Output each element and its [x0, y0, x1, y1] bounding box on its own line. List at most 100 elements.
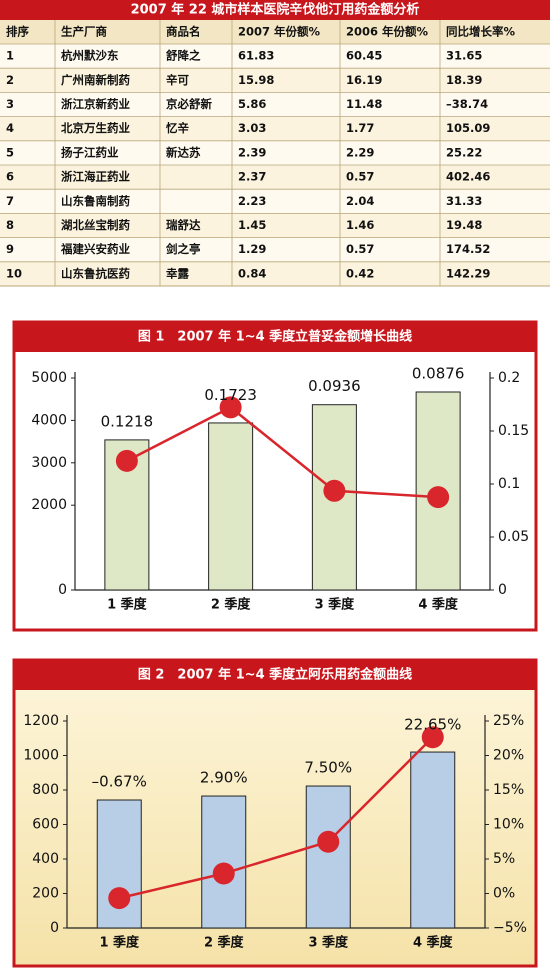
table-cell: 2 [6, 73, 14, 87]
table-cell: 5 [6, 145, 14, 159]
line-point [219, 396, 242, 419]
table-cell: 瑞舒达 [166, 218, 201, 232]
table-cell: 0.84 [238, 266, 266, 280]
table-cell: 福建兴安药业 [60, 242, 130, 256]
table-cell: 舒降之 [166, 49, 201, 63]
x-tick-label: 4 季度 [413, 935, 454, 951]
y2-tick-label: 10% [493, 817, 524, 833]
y2-tick-label: −5% [493, 920, 527, 936]
line-point [317, 830, 340, 853]
bar [208, 422, 254, 591]
data-label: 0.0876 [412, 364, 465, 382]
table-header-cell: 2006 年份额% [346, 25, 429, 39]
table-cell: 5.86 [238, 97, 266, 111]
y2-tick-label: 0 [498, 582, 507, 598]
chart-title: 图 2 2007 年 1~4 季度立阿乐用药金额曲线 [138, 667, 412, 683]
data-label: 0.1218 [101, 412, 154, 430]
table-cell: 4 [6, 121, 14, 135]
table-header-bg [0, 20, 550, 44]
table-cell: 7 [6, 194, 14, 208]
y2-tick-label: 20% [493, 748, 524, 764]
table-cell: 16.19 [346, 73, 382, 87]
table-cell: 174.52 [446, 242, 490, 256]
table-cell: 山东鲁抗医药 [61, 266, 130, 280]
table-cell: –38.74 [446, 97, 488, 111]
line-point [115, 449, 138, 472]
table-cell: 2.29 [346, 145, 374, 159]
y-tick-label: 600 [32, 817, 59, 833]
table-cell: 京必舒新 [166, 97, 212, 111]
x-tick-label: 1 季度 [107, 597, 148, 613]
y2-tick-label: 0% [493, 886, 515, 902]
table-cell: 402.46 [446, 170, 490, 184]
table-cell: 11.48 [346, 97, 382, 111]
table-header-cell: 生产厂商 [61, 25, 107, 39]
table-cell: 杭州默沙东 [61, 49, 119, 63]
y2-tick-label: 25% [493, 713, 524, 729]
data-label: 0.0936 [308, 377, 361, 395]
table-cell: 31.33 [446, 194, 482, 208]
data-label: 0.1723 [204, 386, 257, 404]
table-cell: 剑之亭 [165, 242, 201, 256]
table-cell: 忆辛 [166, 121, 189, 135]
x-tick-label: 3 季度 [308, 935, 349, 951]
table-cell: 8 [6, 218, 14, 232]
y-tick-label: 1200 [23, 713, 59, 729]
table-row-bg [0, 213, 550, 238]
table-header-cell: 2007 年份额% [238, 25, 321, 39]
table-cell: 3.03 [238, 121, 266, 135]
table-cell: 湖北丝宝制药 [61, 218, 130, 232]
table-cell: 浙江海正药业 [61, 170, 130, 184]
y-tick-label: 400 [32, 851, 59, 867]
y-tick-label: 5000 [31, 370, 67, 386]
table-cell: 山东鲁南制药 [61, 194, 130, 208]
table-row-bg [0, 116, 550, 141]
line [118, 736, 434, 900]
table-cell: 1.29 [238, 242, 266, 256]
table-cell: 0.42 [346, 266, 374, 280]
data-label: 7.50% [304, 759, 352, 777]
table-cell: 广州南新制药 [61, 73, 130, 87]
table-cell: 2.04 [346, 194, 374, 208]
table-cell: 2.37 [238, 170, 266, 184]
table-row-bg [0, 237, 550, 262]
line-point [212, 862, 235, 885]
y-tick-label: 0 [58, 582, 67, 598]
x-tick-label: 1 季度 [99, 935, 140, 951]
y2-tick-label: 0.1 [498, 476, 520, 492]
table-cell: 142.29 [446, 266, 490, 280]
table-cell: 0.57 [346, 170, 374, 184]
table-row-bg [0, 140, 550, 165]
table-cell: 105.09 [446, 121, 490, 135]
table-row-bg [0, 189, 550, 214]
table-cell: 1.46 [346, 218, 374, 232]
y-tick-label: 200 [32, 886, 59, 902]
line [126, 405, 439, 499]
table-row-bg [0, 44, 550, 69]
bar [305, 785, 351, 929]
table-cell: 2.39 [238, 145, 266, 159]
data-label: 2.90% [200, 769, 248, 787]
x-tick-label: 4 季度 [418, 597, 459, 613]
table-cell: 15.98 [238, 73, 274, 87]
table-cell: 1.45 [238, 218, 266, 232]
table-header-cell: 排序 [6, 25, 29, 39]
y-tick-label: 0 [50, 920, 59, 936]
y-tick-label: 3000 [31, 455, 67, 471]
table-row-bg [0, 165, 550, 190]
table-cell: 0.57 [346, 242, 374, 256]
table-cell: 2.23 [238, 194, 266, 208]
x-tick-label: 3 季度 [315, 597, 356, 613]
y-tick-label: 800 [32, 782, 59, 798]
table-cell: 31.65 [446, 49, 482, 63]
table-title-bar [0, 0, 550, 20]
table-cell: 9 [6, 242, 14, 256]
table-cell: 19.48 [446, 218, 482, 232]
table-cell: 1 [6, 49, 14, 63]
table-cell: 25.22 [446, 145, 482, 159]
table-cell: 18.39 [446, 73, 482, 87]
chart-panel [12, 658, 538, 968]
table-cell: 1.77 [346, 121, 374, 135]
table-cell: 扬子江药业 [61, 145, 119, 159]
